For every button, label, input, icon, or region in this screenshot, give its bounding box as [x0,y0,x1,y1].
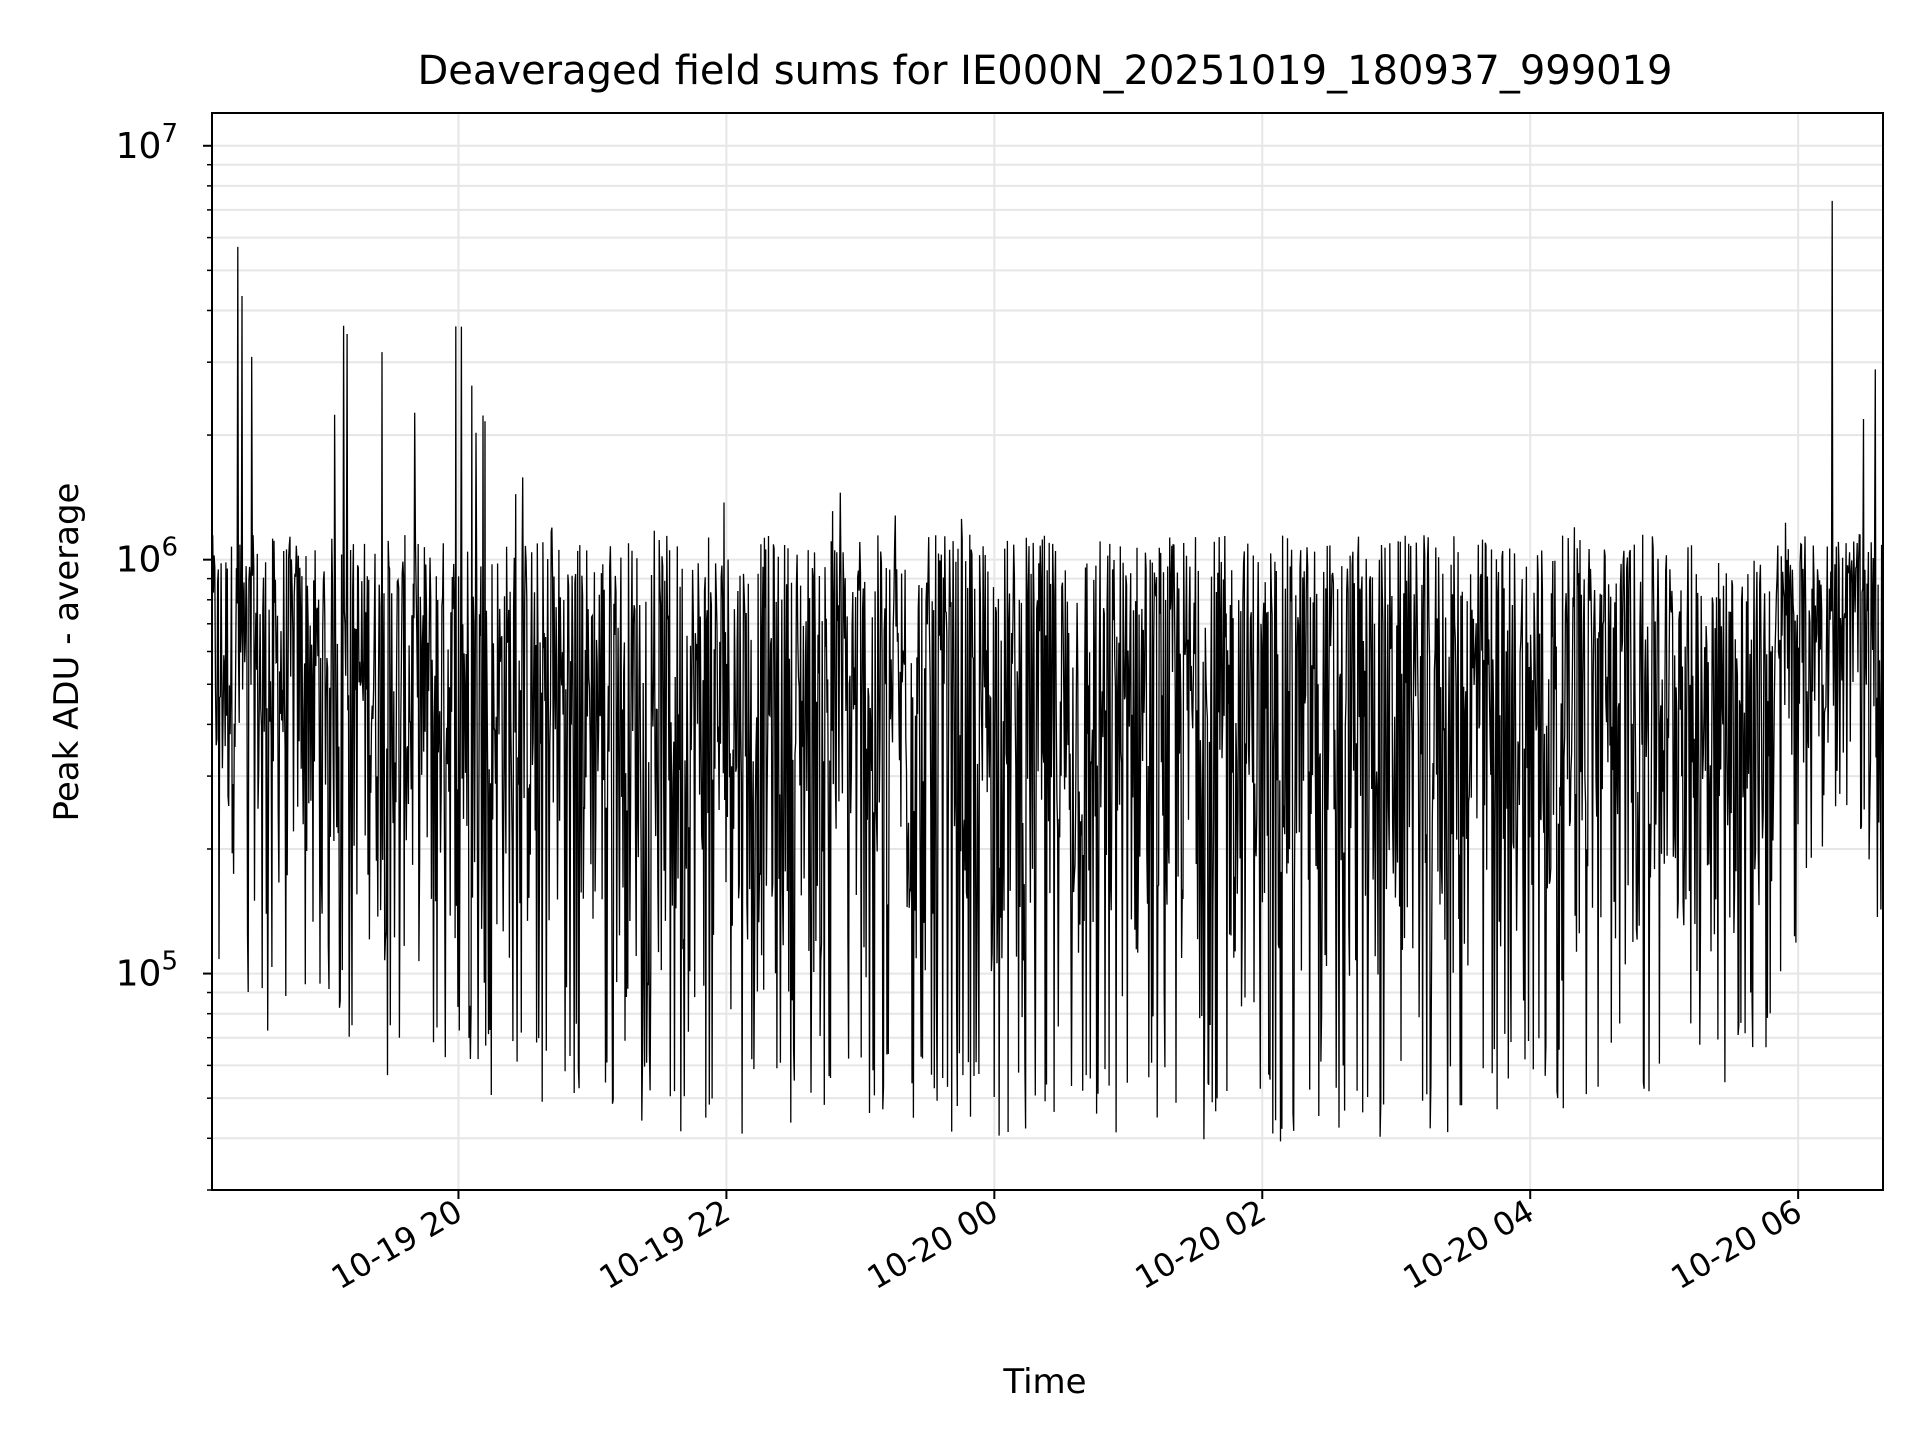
y-tick-label: 106 [116,533,178,581]
y-tick-label: 105 [116,947,178,995]
y-axis-label: Peak ADU - average [47,483,87,822]
y-tick-label: 107 [116,119,178,167]
data-line-layer [211,200,1884,1142]
chart-title: Deaveraged field sums for IE000N_2025101… [417,48,1672,94]
data-series-line [211,200,1884,1142]
x-axis-label: Time [1002,1362,1086,1402]
